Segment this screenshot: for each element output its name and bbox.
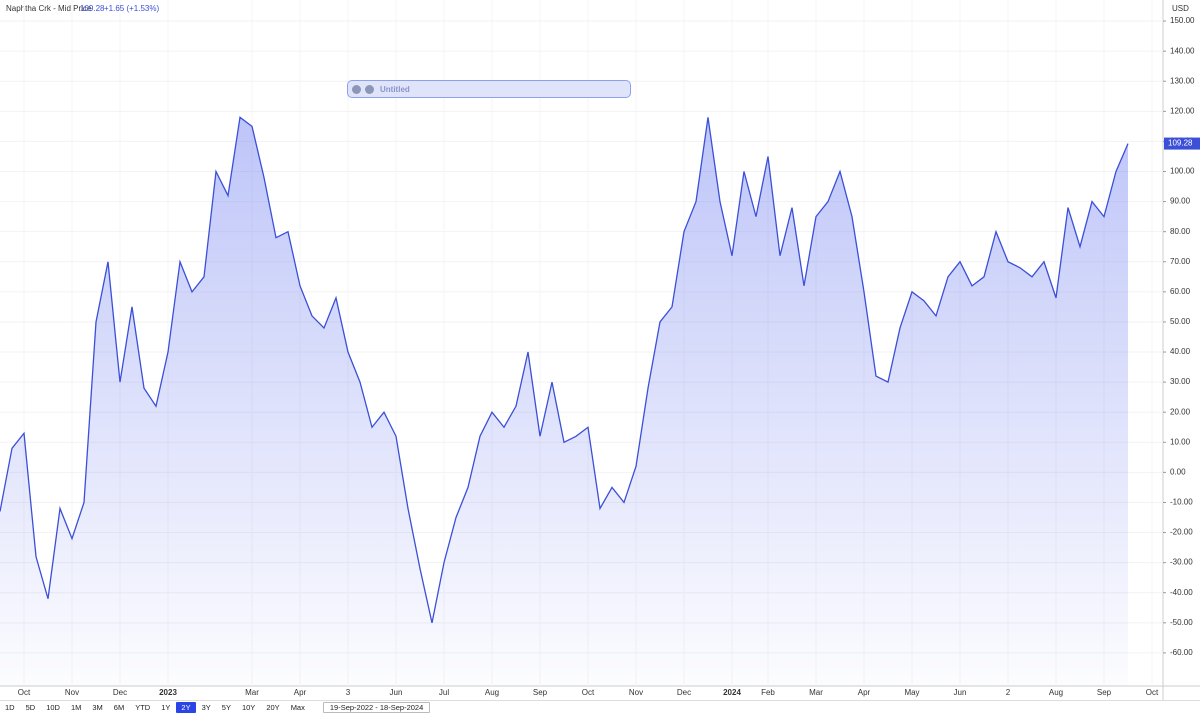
y-tick-label: -10.00 [1170, 498, 1193, 507]
toolbar: 1D 5D 10D 1M 3M 6M YTD 1Y 2Y 3Y 5Y 10Y 20Y Max 19-Sep-… [0, 700, 1200, 714]
x-tick-label: Feb [761, 688, 775, 697]
y-tick-label: 40.00 [1170, 347, 1191, 356]
header-change: +1.65 (+1.53%) [104, 4, 159, 13]
range-button[interactable]: YTD [135, 703, 151, 712]
x-tick-label: 2023 [159, 688, 177, 697]
x-tick-label: Mar [245, 688, 259, 697]
range-button[interactable]: 5D [25, 703, 36, 712]
range-button[interactable]: 2Y [176, 702, 196, 713]
x-tick-label: Apr [294, 688, 307, 697]
date-range[interactable]: 19-Sep-2022 - 18-Sep-2024 [322, 702, 431, 713]
y-tick-label: -20.00 [1170, 528, 1193, 537]
range-button[interactable]: 10D [46, 703, 60, 712]
range-button[interactable]: 3Y [201, 703, 211, 712]
y-tick-label: 60.00 [1170, 287, 1191, 296]
range-button[interactable]: 10Y [241, 703, 256, 712]
y-tick-label: 90.00 [1170, 197, 1191, 206]
x-tick-label: Nov [629, 688, 643, 697]
x-tick-label: Oct [18, 688, 31, 697]
x-tick-label: 2024 [723, 688, 741, 697]
x-tick-label: Oct [1146, 688, 1159, 697]
y-tick-label: 140.00 [1170, 46, 1195, 55]
x-tick-label: Sep [1097, 688, 1112, 697]
x-tick-label: Jun [390, 688, 403, 697]
area [0, 117, 1128, 686]
x-tick-label: Mar [809, 688, 823, 697]
y-tick-label: 70.00 [1170, 257, 1191, 266]
price-tag [1164, 137, 1200, 150]
y-tick-label: -40.00 [1170, 588, 1193, 597]
x-tick-label: Aug [485, 688, 499, 697]
x-tick-label: Dec [113, 688, 127, 697]
chart-title: Naphtha Crk - Mid Price [6, 4, 92, 13]
y-tick-label: 100.00 [1170, 167, 1195, 176]
x-tick-label: May [904, 688, 919, 697]
y-tick-label: -50.00 [1170, 618, 1193, 627]
line [0, 116, 1129, 623]
x-tick-label: 2 [1006, 688, 1011, 697]
y-tick-label: 50.00 [1170, 317, 1191, 326]
y-tick-label: 80.00 [1170, 227, 1191, 236]
x-tick-label: Sep [533, 688, 548, 697]
y-tick-label: 10.00 [1170, 437, 1191, 446]
x-tick-label: Nov [65, 688, 79, 697]
range-button[interactable]: 1Y [161, 703, 171, 712]
y-tick-label: 130.00 [1170, 76, 1195, 85]
x-tick-label: Aug [1049, 688, 1063, 697]
range-button[interactable]: 6M [113, 703, 125, 712]
y-tick-label: 150.00 [1170, 16, 1195, 25]
range-button[interactable]: 1M [70, 703, 82, 712]
y-tick-label: 30.00 [1170, 377, 1191, 386]
y-tick-label: 120.00 [1170, 106, 1195, 115]
range-button[interactable]: 1D [5, 703, 15, 712]
x-tick-label: Jul [439, 688, 449, 697]
y-axis-label: USD [1172, 4, 1189, 13]
x-tick-label: Apr [858, 688, 871, 697]
x-tick-label: Oct [582, 688, 595, 697]
range-button[interactable]: 20Y [266, 703, 280, 712]
range-button[interactable]: 5Y [221, 703, 231, 712]
x-tick-label: Dec [677, 688, 691, 697]
y-tick-label: -30.00 [1170, 558, 1193, 567]
y-tick-label: -60.00 [1170, 648, 1193, 657]
header-price: 109.28 [80, 4, 105, 13]
price-tag-label: 109.28 [1168, 139, 1193, 148]
y-tick-label: 20.00 [1170, 407, 1191, 416]
drawing-title: Untitled [380, 84, 410, 94]
x-tick-label: Jun [954, 688, 967, 697]
drawing-label[interactable]: Untitled [347, 80, 631, 98]
y-tick-label: 0.00 [1170, 467, 1186, 476]
range-button[interactable]: Max [290, 703, 305, 712]
x-tick-label: 3 [346, 688, 351, 697]
range-button[interactable]: 3M [92, 703, 103, 712]
